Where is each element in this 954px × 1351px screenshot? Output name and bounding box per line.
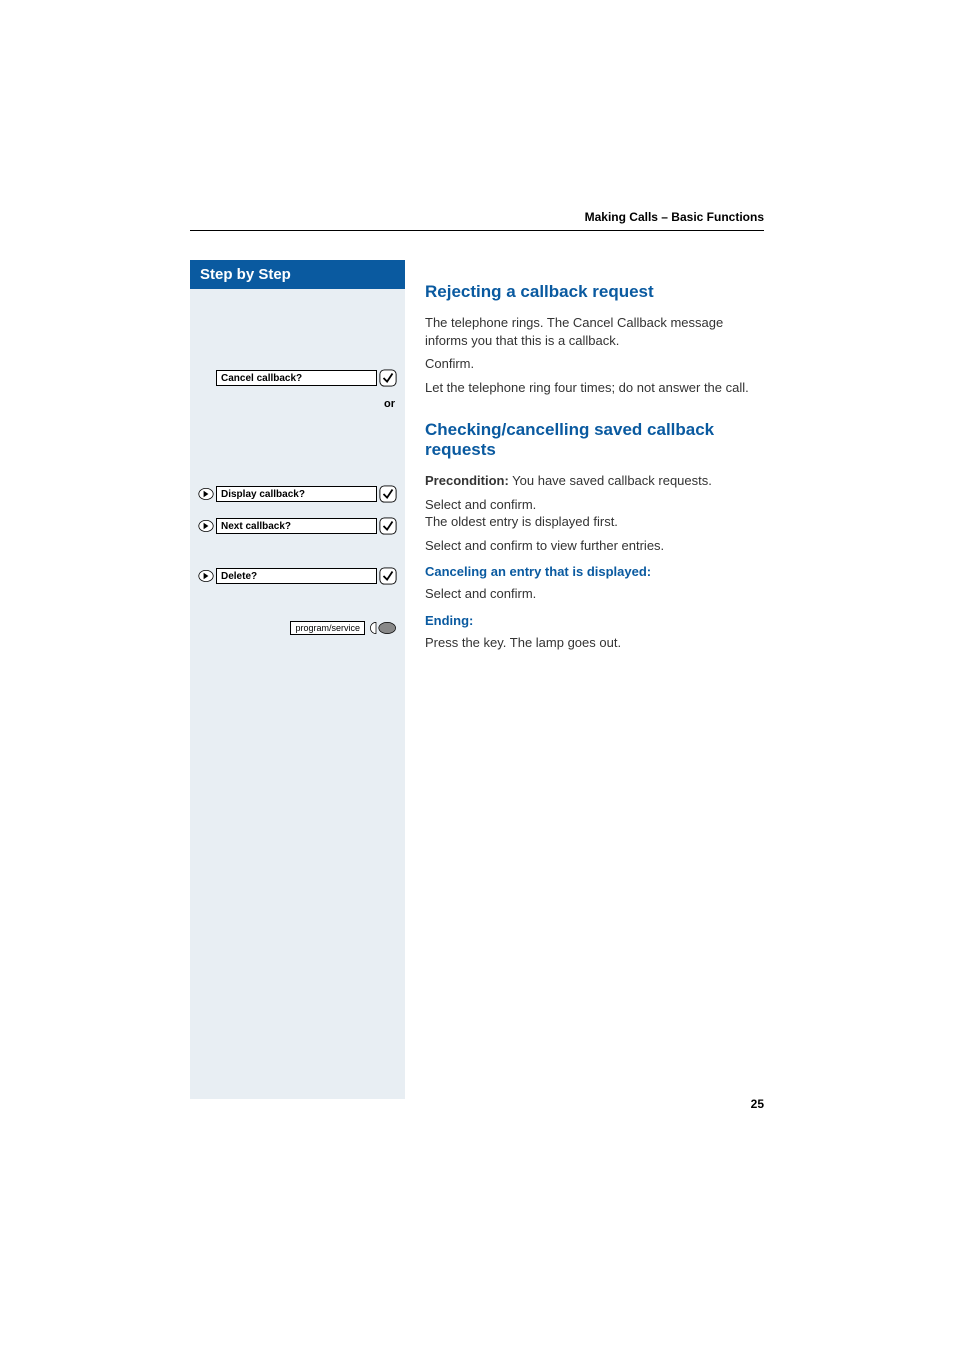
check-icon [379, 567, 397, 585]
step-banner: Step by Step [190, 260, 405, 289]
lamp-key-icon [369, 620, 397, 636]
text-select-oldest: Select and confirm. [425, 496, 764, 514]
text-select-confirm: Select and confirm. [425, 585, 764, 603]
text-or-ring: Let the telephone ring four times; do no… [425, 379, 764, 397]
arrow-icon [198, 486, 214, 502]
text-reject-intro: The telephone rings. The Cancel Callback… [425, 314, 764, 349]
heading-ending: Ending: [425, 613, 764, 628]
heading-canceling-entry: Canceling an entry that is displayed: [425, 564, 764, 579]
key-label-program-service: program/service [290, 621, 365, 635]
precondition-text: You have saved callback requests. [509, 473, 712, 488]
check-icon [379, 485, 397, 503]
precondition-label: Precondition: [425, 473, 509, 488]
main-content: Rejecting a callback request The telepho… [405, 260, 764, 1099]
header-rule [190, 230, 764, 231]
pill-display-callback: Display callback? [216, 486, 377, 502]
row-delete: Delete? [198, 565, 397, 587]
text-oldest-line2: The oldest entry is displayed first. [425, 513, 764, 531]
pill-next-callback: Next callback? [216, 518, 377, 534]
heading-checking: Checking/cancelling saved callback reque… [425, 420, 764, 460]
arrow-icon [198, 568, 214, 584]
step-sidebar: Step by Step Cancel callback? or [190, 260, 405, 1099]
running-header: Making Calls – Basic Functions [585, 210, 764, 224]
check-icon [379, 517, 397, 535]
row-program-service-key: program/service [198, 617, 397, 639]
check-icon [379, 369, 397, 387]
row-cancel-callback: Cancel callback? [198, 367, 397, 389]
row-next-callback: Next callback? [198, 515, 397, 537]
or-label: or [198, 398, 397, 410]
arrow-icon [198, 518, 214, 534]
row-or: or [198, 393, 397, 415]
heading-rejecting: Rejecting a callback request [425, 282, 764, 302]
pill-cancel-callback: Cancel callback? [216, 370, 377, 386]
page-number: 25 [751, 1097, 764, 1111]
text-press-key: Press the key. The lamp goes out. [425, 634, 764, 652]
text-select-further: Select and confirm to view further entri… [425, 537, 764, 555]
row-display-callback: Display callback? [198, 483, 397, 505]
text-confirm: Confirm. [425, 355, 764, 373]
text-precondition: Precondition: You have saved callback re… [425, 472, 764, 490]
pill-delete: Delete? [216, 568, 377, 584]
